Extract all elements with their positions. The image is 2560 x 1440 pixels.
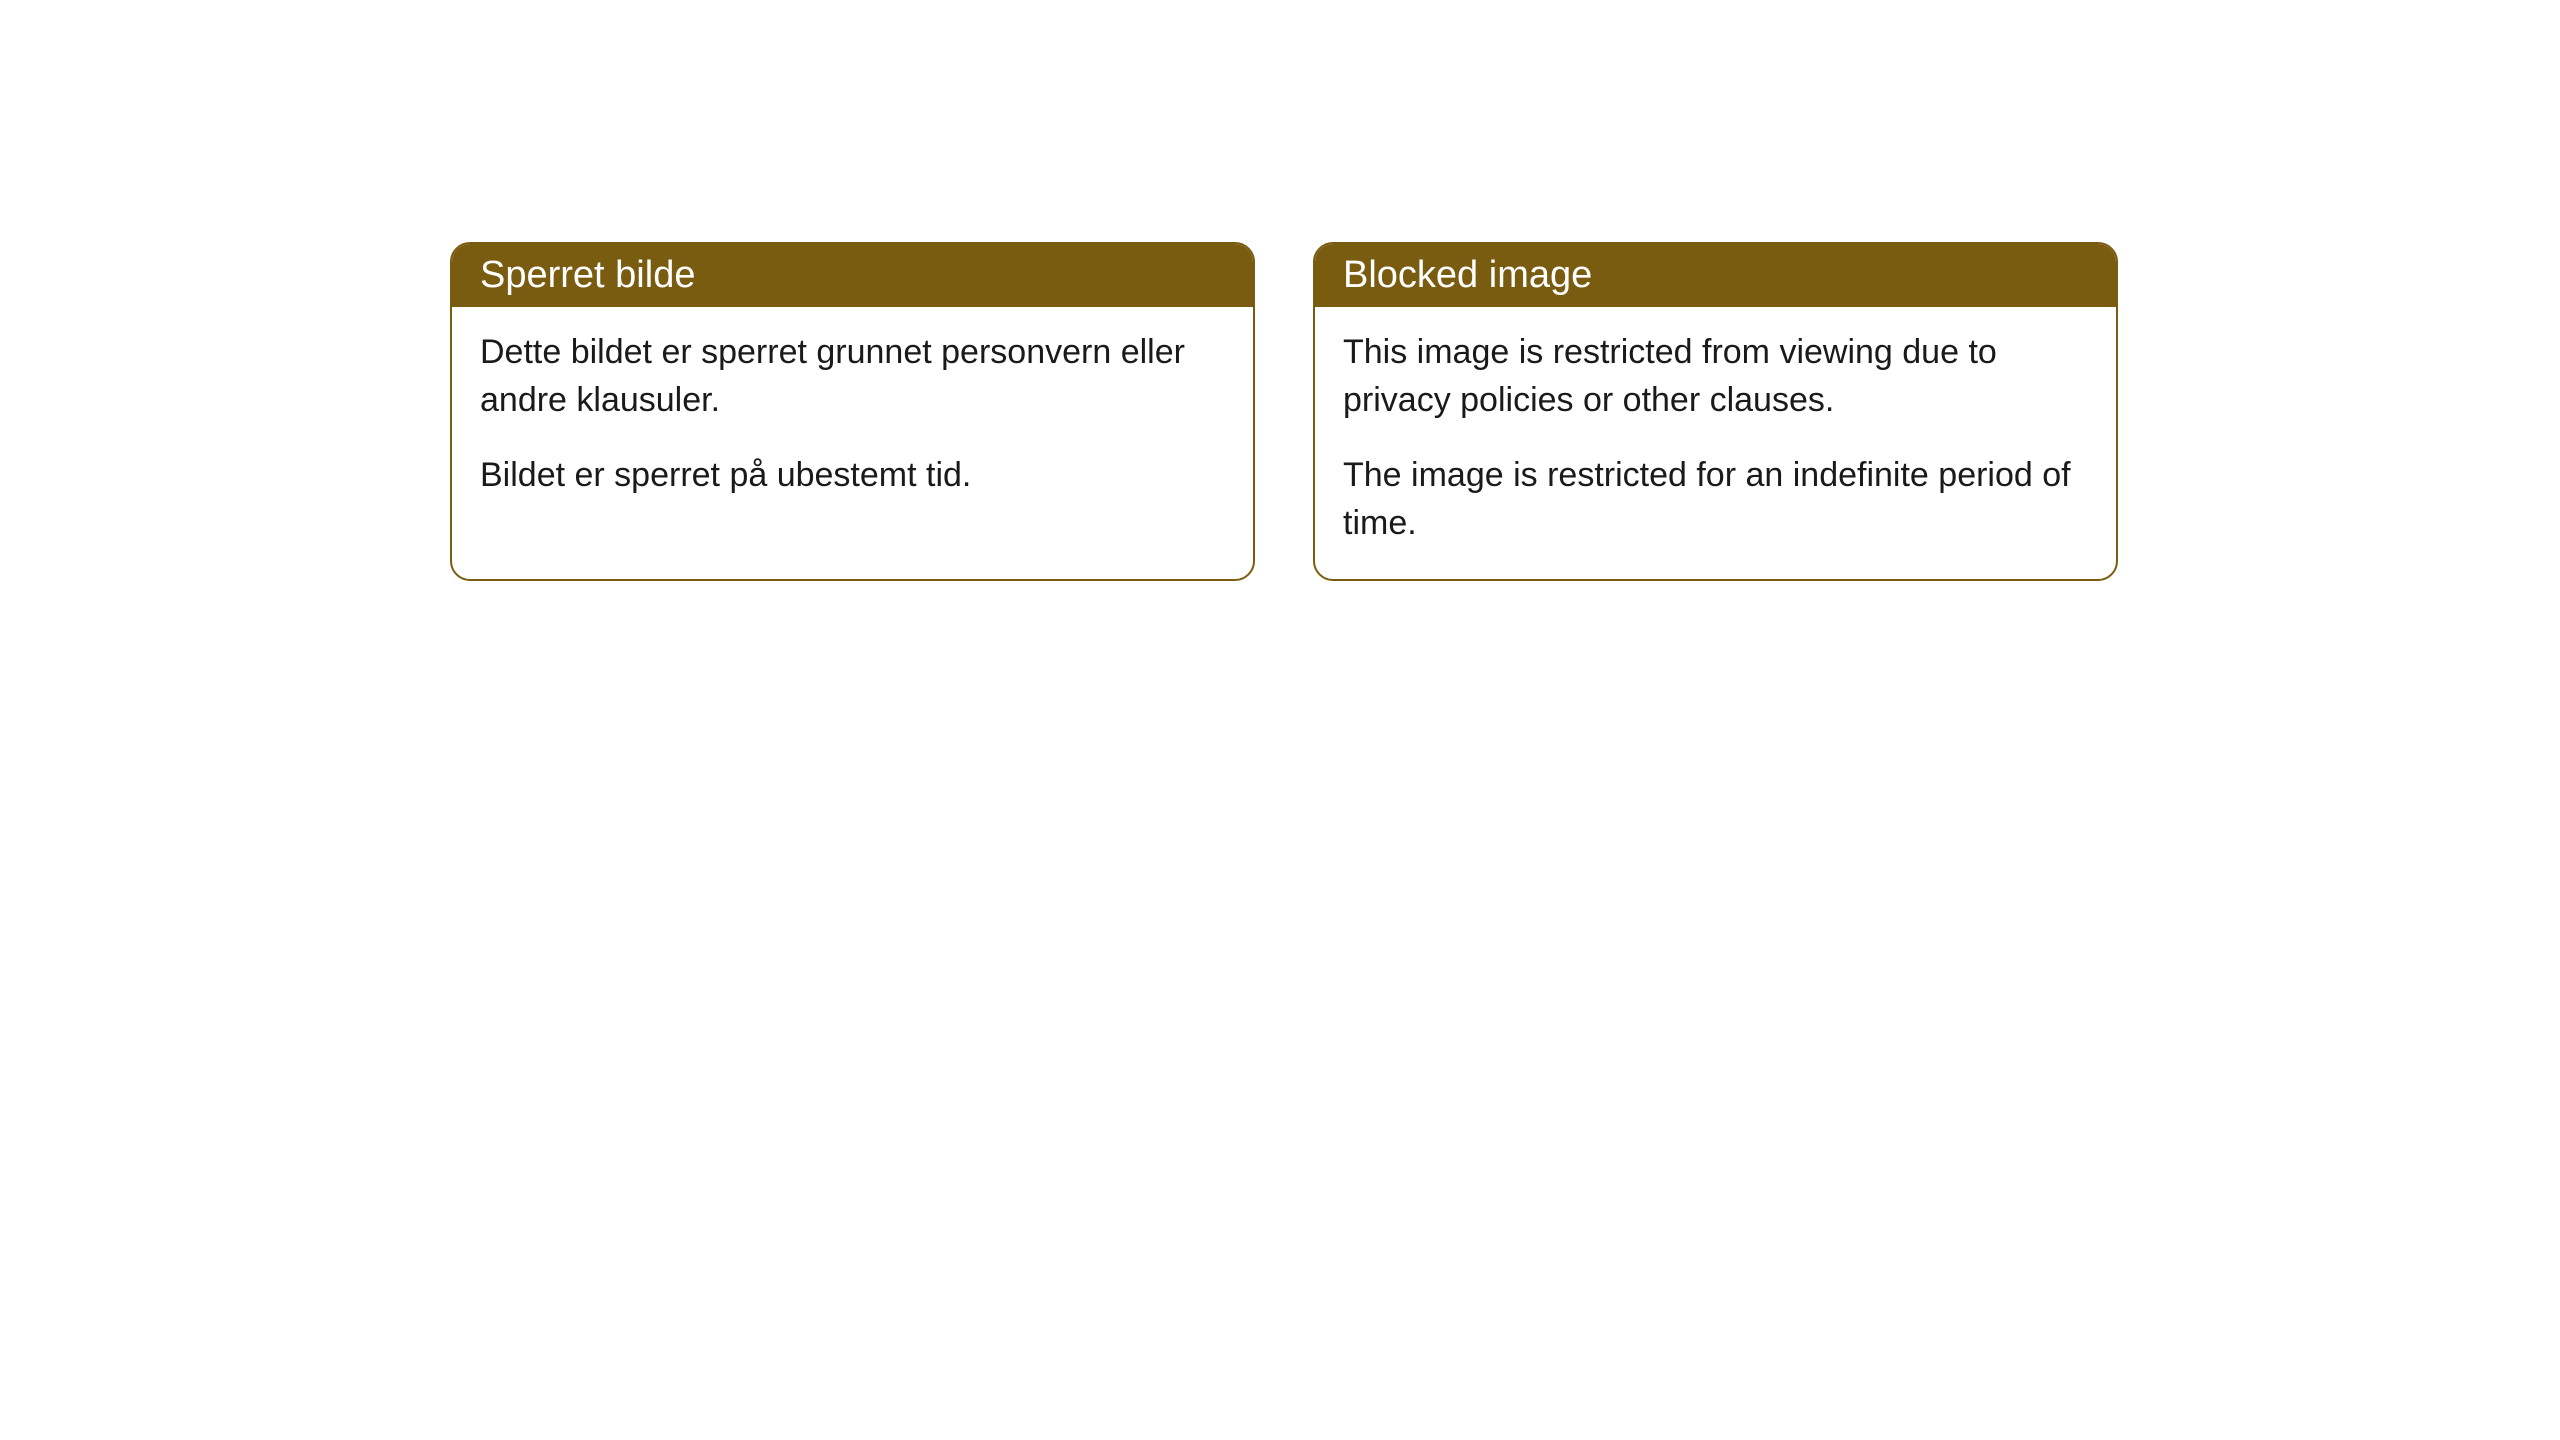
card-paragraph: Dette bildet er sperret grunnet personve…: [480, 329, 1225, 424]
card-body: This image is restricted from viewing du…: [1315, 307, 2116, 579]
notice-card-norwegian: Sperret bilde Dette bildet er sperret gr…: [450, 242, 1255, 581]
notice-card-english: Blocked image This image is restricted f…: [1313, 242, 2118, 581]
card-header: Blocked image: [1315, 244, 2116, 307]
card-paragraph: The image is restricted for an indefinit…: [1343, 452, 2088, 547]
card-header: Sperret bilde: [452, 244, 1253, 307]
card-paragraph: This image is restricted from viewing du…: [1343, 329, 2088, 424]
card-body: Dette bildet er sperret grunnet personve…: [452, 307, 1253, 532]
notice-cards-container: Sperret bilde Dette bildet er sperret gr…: [450, 242, 2118, 581]
card-paragraph: Bildet er sperret på ubestemt tid.: [480, 452, 1225, 500]
card-title: Sperret bilde: [480, 254, 695, 296]
card-title: Blocked image: [1343, 254, 1592, 296]
